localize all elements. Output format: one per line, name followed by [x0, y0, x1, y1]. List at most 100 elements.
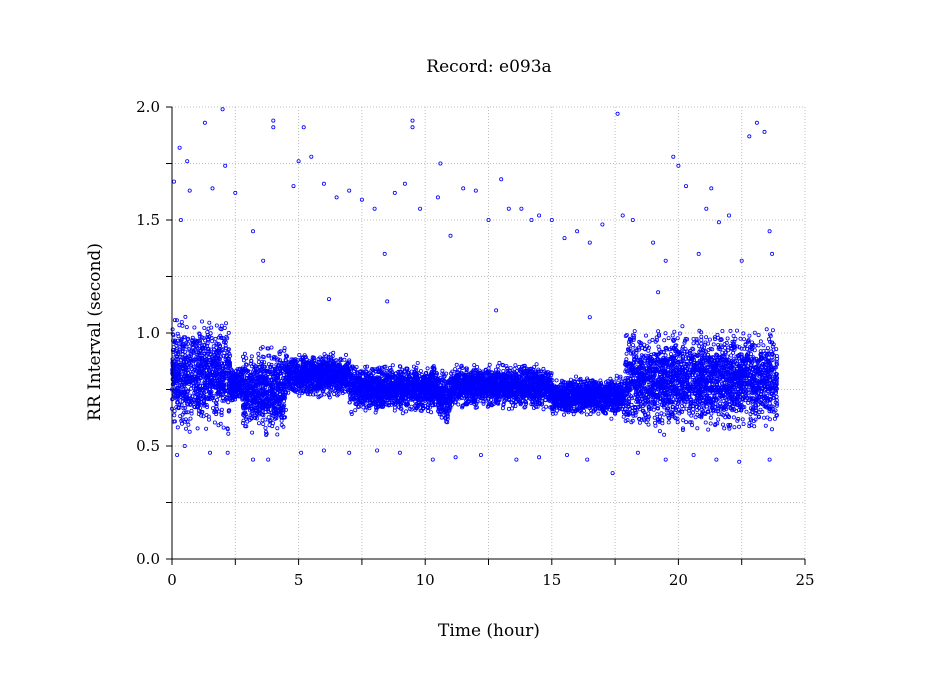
data-point	[198, 390, 203, 395]
data-point	[214, 370, 219, 375]
data-point	[179, 357, 184, 362]
data-point	[183, 386, 188, 391]
data-point	[212, 353, 217, 358]
data-point	[256, 359, 261, 364]
data-point	[183, 314, 188, 319]
data-point	[217, 372, 222, 377]
data-point	[322, 392, 327, 397]
data-point	[178, 377, 183, 382]
data-point	[220, 374, 225, 379]
data-point	[229, 393, 234, 398]
data-point	[213, 409, 218, 414]
data-point	[204, 353, 209, 358]
data-point	[223, 321, 228, 326]
data-point	[201, 414, 206, 419]
data-point	[219, 327, 224, 332]
data-point	[203, 338, 208, 343]
data-point	[180, 369, 185, 374]
data-point	[277, 352, 282, 357]
data-point	[196, 411, 201, 416]
data-point	[261, 422, 266, 427]
data-point	[213, 384, 218, 389]
data-point	[185, 410, 190, 415]
data-point	[187, 429, 192, 434]
data-point	[244, 368, 249, 373]
data-point	[221, 396, 226, 401]
data-point	[175, 394, 180, 399]
data-point	[184, 373, 189, 378]
data-point	[193, 344, 198, 349]
data-point	[429, 410, 434, 415]
data-point	[196, 356, 201, 361]
data-point	[191, 358, 196, 363]
data-point	[266, 408, 271, 413]
data-point	[219, 361, 224, 366]
data-point	[189, 408, 194, 413]
data-point	[263, 425, 268, 430]
data-point	[208, 352, 213, 357]
data-point	[197, 348, 202, 353]
data-point	[212, 373, 217, 378]
data-point	[226, 348, 231, 353]
data-point	[184, 398, 189, 403]
data-point	[208, 331, 213, 336]
data-point	[183, 405, 188, 410]
data-point	[202, 366, 207, 371]
data-point	[183, 426, 188, 431]
data-point	[202, 380, 207, 385]
data-point	[216, 347, 221, 352]
data-point	[186, 336, 191, 341]
data-point	[212, 357, 217, 362]
data-point	[224, 382, 229, 387]
data-point	[266, 353, 271, 358]
data-point	[236, 394, 241, 399]
data-point	[200, 370, 205, 375]
data-point	[177, 390, 182, 395]
data-point	[212, 420, 217, 425]
data-point	[256, 355, 261, 360]
data-points	[169, 107, 780, 476]
data-point	[229, 383, 234, 388]
data-point	[174, 361, 179, 366]
data-point	[206, 368, 211, 373]
data-point	[177, 402, 182, 407]
data-point	[209, 389, 214, 394]
data-point	[183, 410, 188, 415]
data-point	[229, 376, 234, 381]
data-point	[216, 357, 221, 362]
data-point	[243, 362, 248, 367]
data-point	[179, 390, 184, 395]
data-point	[195, 370, 200, 375]
data-point	[219, 412, 224, 417]
data-point	[202, 373, 207, 378]
data-point	[179, 403, 184, 408]
data-point	[203, 375, 208, 380]
data-point	[222, 350, 227, 355]
data-point	[174, 318, 179, 323]
data-point	[186, 360, 191, 365]
data-point	[221, 361, 226, 366]
data-point	[181, 406, 186, 411]
data-point	[203, 345, 208, 350]
data-point	[172, 318, 177, 323]
data-point	[178, 338, 183, 343]
data-point	[198, 386, 203, 391]
data-point	[275, 432, 280, 437]
data-point	[237, 393, 242, 398]
data-point	[240, 354, 245, 359]
data-point	[207, 397, 212, 402]
data-point	[332, 392, 337, 397]
data-point	[221, 425, 226, 430]
data-point	[188, 386, 193, 391]
data-point	[184, 368, 189, 373]
data-point	[214, 412, 219, 417]
data-point	[241, 358, 246, 363]
data-point	[217, 376, 222, 381]
data-point	[192, 325, 197, 330]
data-point	[226, 330, 231, 335]
data-point	[269, 345, 274, 350]
data-point	[208, 352, 213, 357]
data-point	[227, 408, 232, 413]
data-point	[176, 370, 181, 375]
data-point	[213, 336, 218, 341]
